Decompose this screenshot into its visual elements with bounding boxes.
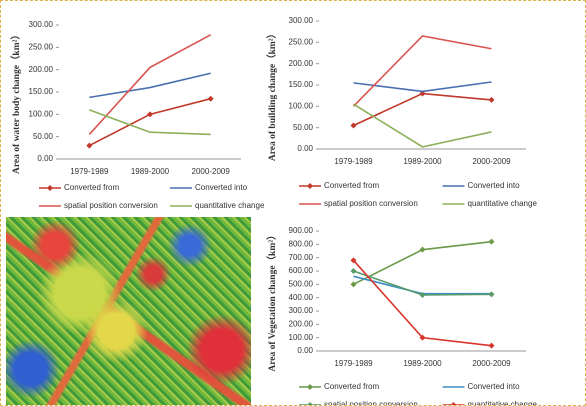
legend-label: Converted from bbox=[324, 382, 379, 391]
legend-marker bbox=[307, 384, 313, 390]
point-marker bbox=[489, 343, 495, 349]
y-axis-label: Area of water body change（km²） bbox=[10, 30, 22, 174]
x-tick-label: 1979-1989 bbox=[70, 167, 109, 176]
y-tick-label: 900.00 bbox=[289, 226, 314, 235]
y-tick-label: 700.00 bbox=[289, 253, 314, 262]
x-tick-label: 1979-1989 bbox=[334, 359, 373, 368]
y-tick-label: 800.00 bbox=[289, 239, 314, 248]
charts: 0.00 50.00 100.00 150.00 200.00 250.00 300.00 1… bbox=[1, 1, 585, 405]
x-tick-label: 2000-2009 bbox=[472, 157, 511, 166]
y-tick-label: 300.00 bbox=[289, 306, 314, 315]
y-tick-label: 150.00 bbox=[289, 80, 314, 89]
y-tick-label: 0.00 bbox=[37, 154, 53, 163]
point-marker bbox=[86, 143, 92, 149]
y-tick-label: 300.00 bbox=[29, 20, 54, 29]
legend-label: quantitative change bbox=[195, 201, 265, 210]
line-series bbox=[354, 94, 492, 126]
y-tick-label: 500.00 bbox=[289, 279, 314, 288]
legend-marker bbox=[47, 185, 53, 191]
y-tick-label: 150.00 bbox=[29, 87, 54, 96]
legend-label: Converted from bbox=[324, 181, 379, 190]
line-series bbox=[354, 82, 492, 91]
legend-label: Converted into bbox=[468, 382, 521, 391]
legend-marker bbox=[307, 183, 313, 189]
legend-label: spatial position conversion bbox=[324, 400, 418, 405]
point-marker bbox=[351, 268, 357, 274]
legend-label: spatial position conversion bbox=[324, 199, 418, 208]
y-tick-label: 200.00 bbox=[289, 59, 314, 68]
point-marker bbox=[351, 281, 357, 287]
point-marker bbox=[147, 111, 153, 117]
x-tick-label: 2000-2009 bbox=[472, 359, 511, 368]
x-tick-label: 1989-2000 bbox=[403, 157, 442, 166]
y-tick-label: 100.00 bbox=[289, 333, 314, 342]
y-tick-label: 100.00 bbox=[29, 109, 54, 118]
legend-label: spatial position conversion bbox=[64, 201, 158, 210]
line-series bbox=[89, 99, 210, 146]
y-axis-label: Area of Vegetation change（km²） bbox=[266, 230, 278, 371]
y-tick-label: 600.00 bbox=[289, 266, 314, 275]
x-tick-label: 1989-2000 bbox=[403, 359, 442, 368]
legend-marker bbox=[307, 402, 313, 405]
legend-label: Converted into bbox=[195, 183, 248, 192]
y-tick-label: 100.00 bbox=[289, 101, 314, 110]
x-tick-label: 2000-2009 bbox=[192, 167, 231, 176]
line-series bbox=[89, 73, 210, 97]
y-tick-label: 50.00 bbox=[293, 123, 314, 132]
legend-label: quantitative change bbox=[468, 199, 538, 208]
legend-marker bbox=[451, 402, 457, 405]
point-marker bbox=[489, 291, 495, 297]
x-tick-label: 1979-1989 bbox=[334, 157, 373, 166]
y-tick-label: 200.00 bbox=[29, 65, 54, 74]
legend-label: Converted from bbox=[64, 183, 119, 192]
line-series bbox=[354, 104, 492, 147]
page: 0.00 50.00 100.00 150.00 200.00 250.00 300.00 1… bbox=[0, 0, 586, 406]
line-series bbox=[89, 35, 210, 135]
y-tick-label: 0.00 bbox=[297, 346, 313, 355]
y-tick-label: 400.00 bbox=[289, 293, 314, 302]
x-tick-label: 1989-2000 bbox=[131, 167, 170, 176]
y-tick-label: 0.00 bbox=[297, 144, 313, 153]
legend-label: Converted into bbox=[468, 181, 521, 190]
point-marker bbox=[351, 123, 357, 129]
point-marker bbox=[489, 239, 495, 245]
point-marker bbox=[208, 96, 214, 102]
y-tick-label: 300.00 bbox=[289, 16, 314, 25]
point-marker bbox=[420, 247, 426, 253]
y-tick-label: 50.00 bbox=[33, 132, 54, 141]
y-tick-label: 250.00 bbox=[29, 42, 54, 51]
legend-label: quantitative change bbox=[468, 400, 538, 405]
y-tick-label: 250.00 bbox=[289, 37, 314, 46]
point-marker bbox=[489, 97, 495, 103]
y-axis-label: Area of building change（km²） bbox=[266, 29, 278, 161]
y-tick-label: 200.00 bbox=[289, 319, 314, 328]
